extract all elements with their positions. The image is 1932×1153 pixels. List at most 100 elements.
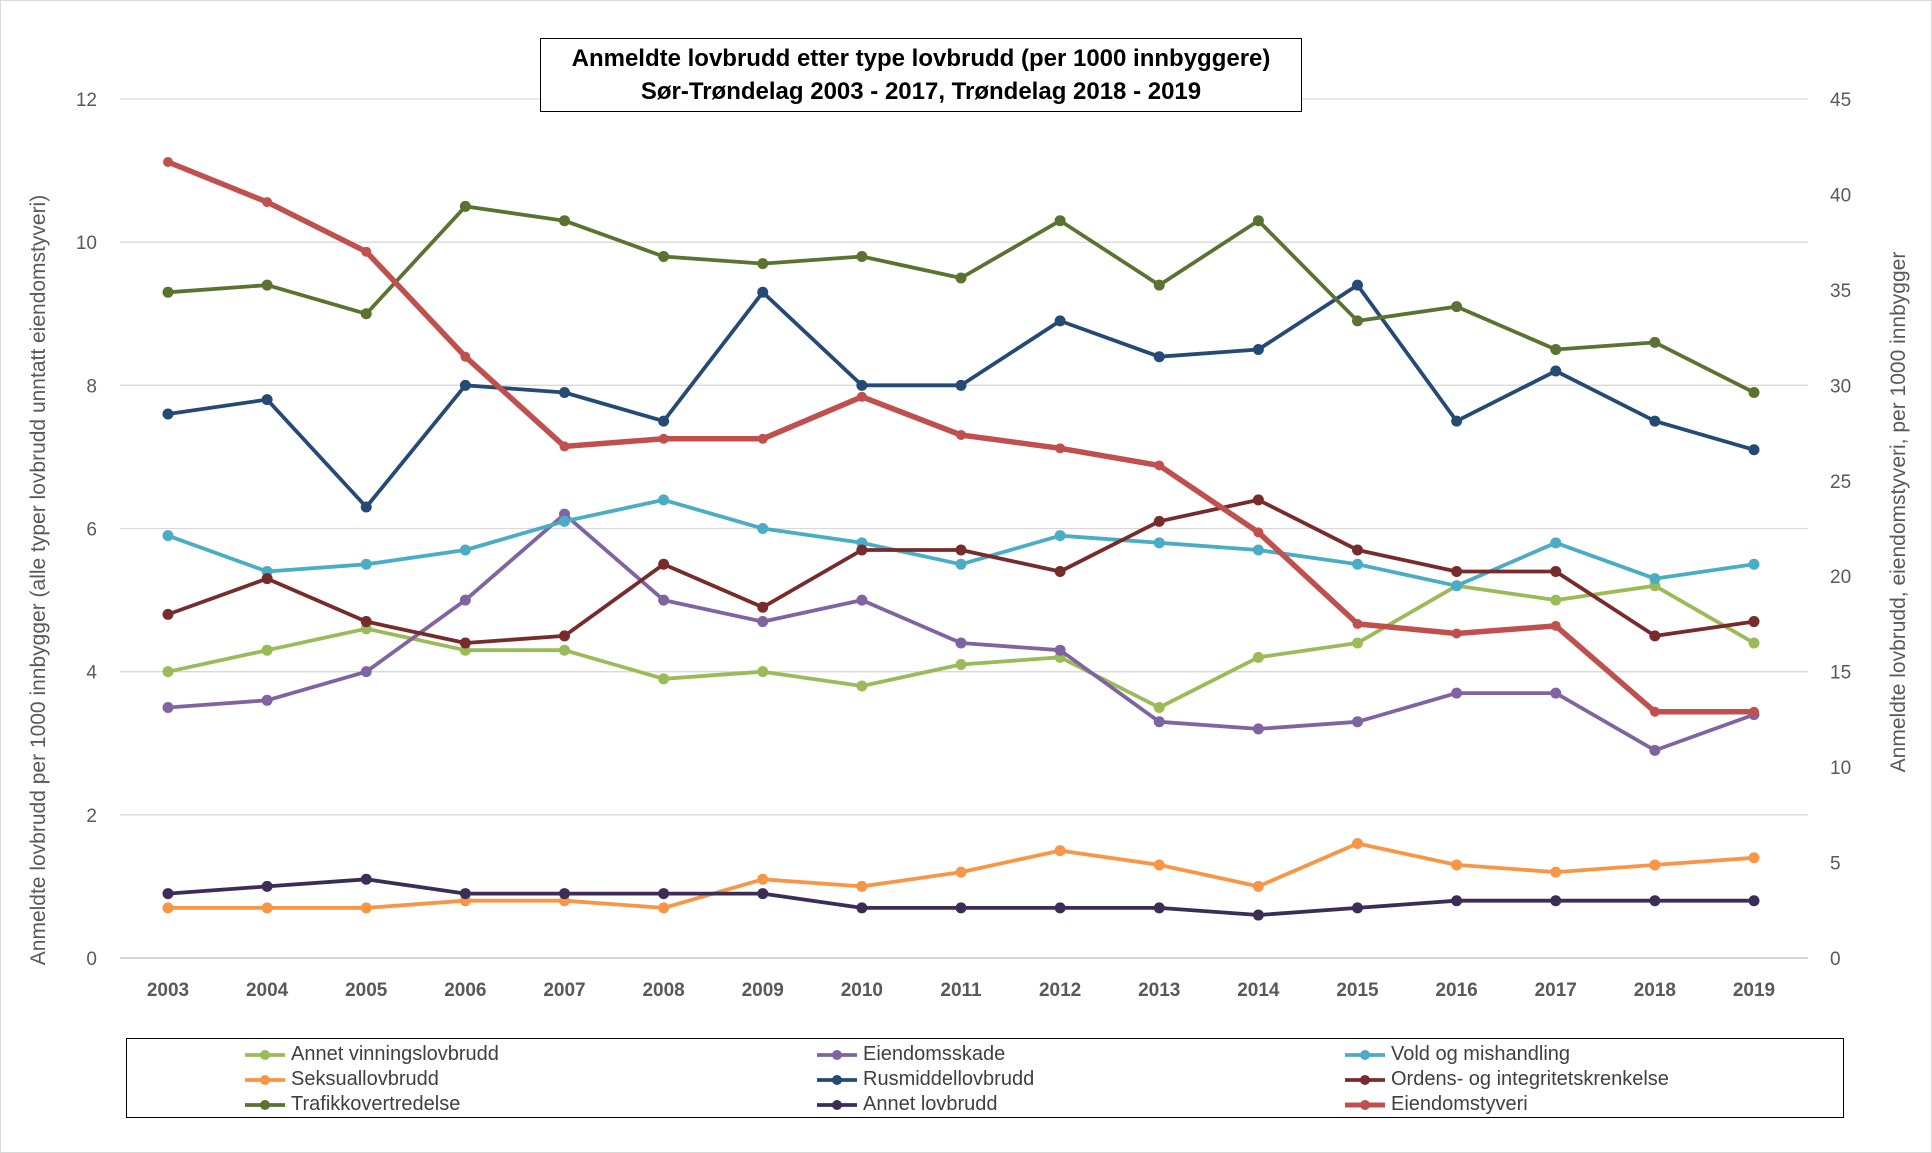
legend-swatch [245, 1075, 285, 1085]
y-tick-label-right: 10 [1830, 758, 1851, 779]
data-point-seksuallovbrudd [1352, 837, 1363, 849]
data-point-ordens-og-integritetskrenkelse [1252, 494, 1264, 506]
legend-swatch [1345, 1050, 1385, 1060]
data-point-trafikkovertredelse [261, 279, 273, 291]
x-tick-label: 2008 [642, 980, 684, 1001]
y-tick-label-right: 40 [1830, 185, 1851, 206]
x-tick-label: 2004 [246, 980, 289, 1001]
data-point-trafikkovertredelse [757, 258, 769, 270]
legend: Annet vinningslovbrudd Eiendomsskade Vold … [126, 1038, 1844, 1118]
series-line-ordens-og-integritetskrenkelse [166, 497, 1756, 645]
x-tick-label: 2015 [1336, 980, 1379, 1001]
data-point-eiendomstyveri [1154, 460, 1165, 471]
x-tick-label: 2005 [345, 980, 388, 1001]
data-point-seksuallovbrudd [162, 902, 174, 914]
data-point-annet-vinningslovbrudd [1153, 701, 1165, 713]
legend-label: Eiendomsskade [863, 1043, 1006, 1065]
y-tick-label-left: 0 [86, 949, 97, 970]
data-point-eiendomstyveri [361, 246, 372, 257]
data-point-seksuallovbrudd [1153, 859, 1165, 871]
legend-label: Trafikkovertredelse [291, 1093, 461, 1115]
y-axis-title-right: Anmeldte lovbrudd, eiendomstyveri, per 1… [1887, 251, 1910, 773]
data-point-annet-lovbrudd [1649, 895, 1661, 907]
data-point-eiendomsskade [1451, 687, 1463, 699]
data-point-ordens-og-integritetskrenkelse [360, 616, 372, 628]
x-tick-label: 2003 [147, 980, 189, 1001]
data-point-seksuallovbrudd [1451, 859, 1463, 871]
data-point-rusmiddellovbrudd [1649, 415, 1661, 427]
data-point-rusmiddellovbrudd [658, 415, 670, 427]
y-tick-label-right: 5 [1830, 854, 1841, 875]
data-point-ordens-og-integritetskrenkelse [559, 630, 570, 642]
data-point-ordens-og-integritetskrenkelse [1352, 544, 1363, 556]
data-point-eiendomstyveri [1352, 618, 1363, 629]
data-point-eiendomsskade [162, 701, 174, 713]
data-point-trafikkovertredelse [1252, 215, 1264, 227]
legend-label: Annet lovbrudd [863, 1093, 998, 1115]
data-point-vold-og-mishandling [757, 523, 769, 534]
data-point-ordens-og-integritetskrenkelse [1550, 565, 1562, 577]
y-tick-label-left: 12 [76, 90, 97, 111]
data-point-trafikkovertredelse [658, 250, 670, 262]
data-point-seksuallovbrudd [955, 866, 967, 878]
data-point-annet-lovbrudd [1451, 895, 1463, 907]
data-point-ordens-og-integritetskrenkelse [1748, 616, 1760, 628]
x-tick-label: 2018 [1634, 980, 1676, 1001]
data-point-rusmiddellovbrudd [1054, 315, 1066, 327]
data-point-rusmiddellovbrudd [856, 379, 868, 391]
data-point-annet-vinningslovbrudd [1352, 637, 1363, 649]
data-point-rusmiddellovbrudd [1252, 344, 1264, 356]
data-point-seksuallovbrudd [1252, 880, 1264, 892]
data-point-seksuallovbrudd [658, 902, 670, 914]
data-point-eiendomsskade [261, 694, 273, 706]
data-point-eiendomstyveri [559, 441, 570, 452]
data-point-eiendomstyveri [1451, 628, 1462, 639]
data-point-eiendomsskade [1649, 744, 1661, 756]
data-point-trafikkovertredelse [559, 215, 570, 227]
data-point-seksuallovbrudd [1054, 845, 1066, 857]
data-point-annet-vinningslovbrudd [955, 659, 967, 671]
data-point-rusmiddellovbrudd [1451, 415, 1463, 427]
y-tick-label-right: 30 [1830, 376, 1851, 397]
data-point-eiendomsskade [856, 594, 868, 606]
data-point-seksuallovbrudd [856, 880, 868, 892]
data-point-seksuallovbrudd [1649, 859, 1661, 871]
y-tick-label-left: 10 [76, 233, 97, 254]
data-point-trafikkovertredelse [1550, 344, 1562, 356]
legend-label: Seksuallovbrudd [291, 1068, 439, 1090]
data-point-ordens-og-integritetskrenkelse [261, 573, 273, 585]
data-point-vold-og-mishandling [162, 530, 174, 542]
series-layer [162, 156, 1760, 921]
data-point-annet-vinningslovbrudd [162, 666, 174, 678]
data-point-rusmiddellovbrudd [757, 286, 769, 298]
y-tick-label-left: 6 [86, 520, 97, 541]
data-point-trafikkovertredelse [1451, 301, 1463, 313]
data-point-trafikkovertredelse [1649, 336, 1661, 348]
data-point-rusmiddellovbrudd [360, 501, 372, 513]
data-point-annet-lovbrudd [162, 888, 174, 900]
data-point-ordens-og-integritetskrenkelse [658, 558, 670, 570]
data-point-eiendomstyveri [658, 433, 669, 444]
legend-swatch [245, 1100, 285, 1110]
data-point-vold-og-mishandling [1748, 558, 1760, 570]
data-point-trafikkovertredelse [162, 286, 174, 298]
legend-label: Ordens- og integritetskrenkelse [1391, 1068, 1669, 1090]
data-point-eiendomstyveri [1550, 620, 1561, 631]
series-line-trafikkovertredelse [166, 204, 1756, 395]
data-point-rusmiddellovbrudd [261, 394, 273, 406]
data-point-eiendomstyveri [956, 429, 966, 440]
x-tick-label: 2006 [444, 980, 486, 1001]
y-tick-label-right: 15 [1830, 663, 1851, 684]
data-point-vold-og-mishandling [559, 515, 570, 527]
data-point-annet-lovbrudd [459, 888, 471, 900]
data-point-seksuallovbrudd [261, 902, 273, 914]
x-tick-label: 2010 [841, 980, 883, 1001]
data-point-annet-vinningslovbrudd [757, 666, 769, 678]
data-point-vold-og-mishandling [1649, 573, 1661, 585]
data-point-ordens-og-integritetskrenkelse [1451, 565, 1463, 577]
data-point-annet-vinningslovbrudd [1252, 651, 1264, 663]
data-point-trafikkovertredelse [856, 250, 868, 262]
y-tick-label-left: 8 [86, 376, 97, 397]
x-tick-label: 2012 [1039, 980, 1081, 1001]
data-point-ordens-og-integritetskrenkelse [1649, 630, 1661, 642]
